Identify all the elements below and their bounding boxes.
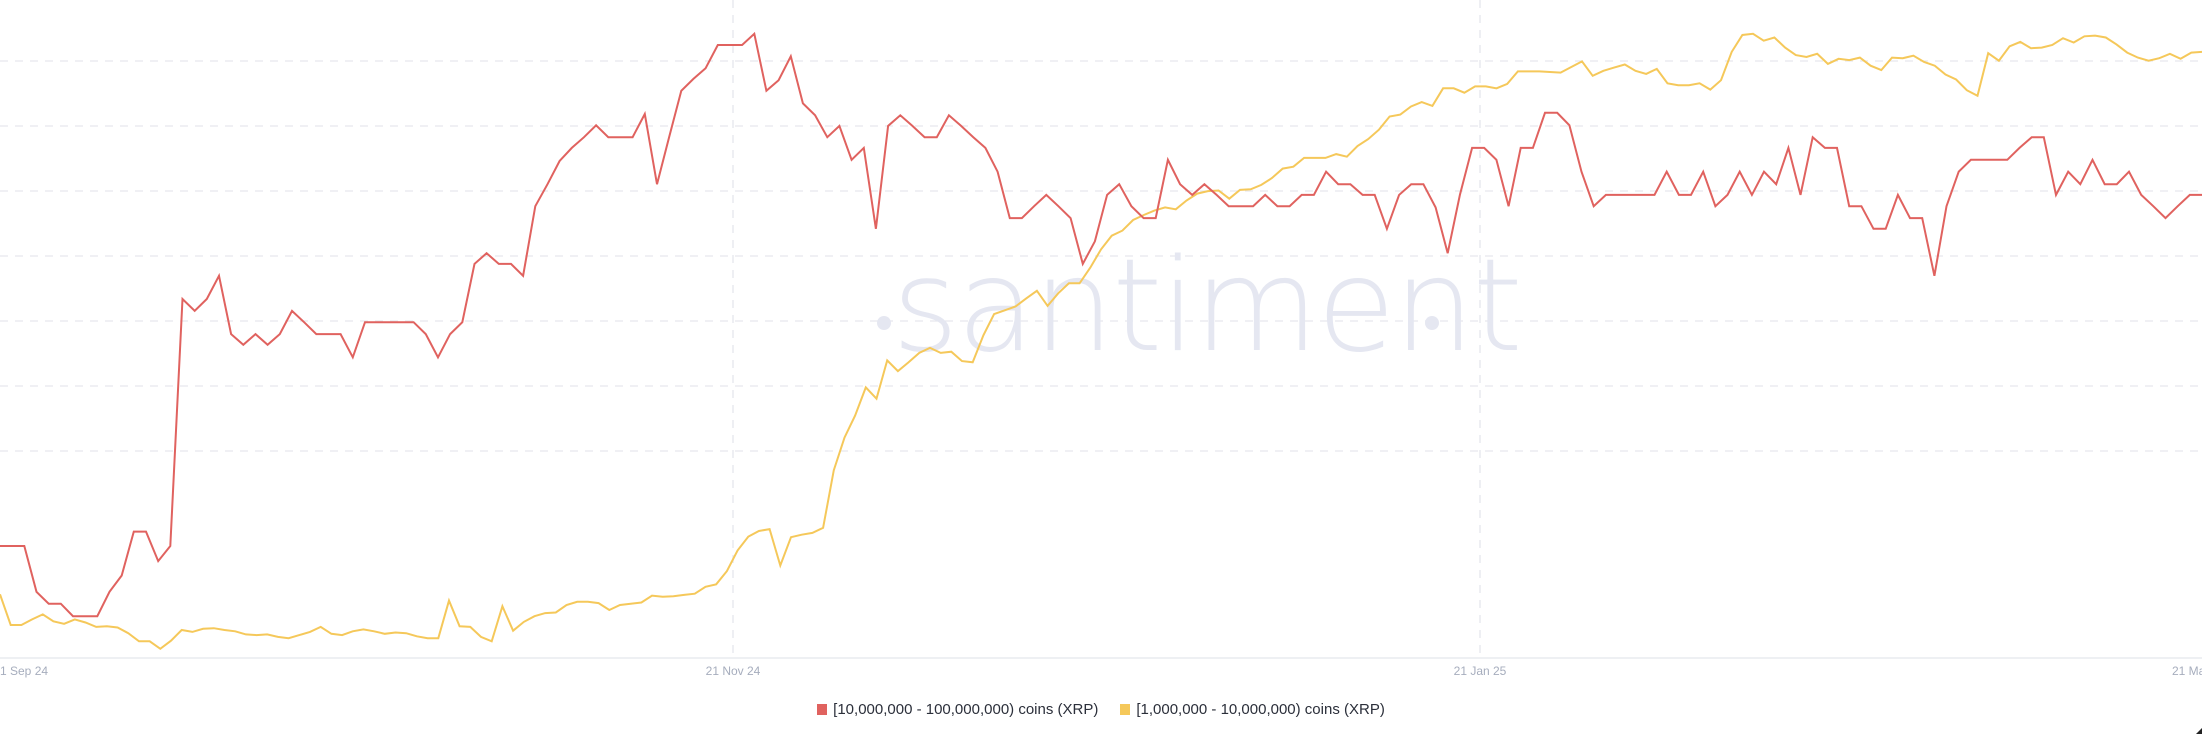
x-tick-label: 1 Sep 24 — [0, 664, 48, 678]
santiment-watermark: santiment — [877, 232, 1523, 381]
x-tick-label: 21 Nov 24 — [706, 664, 761, 678]
legend-label: [1,000,000 - 10,000,000) coins (XRP) — [1136, 701, 1385, 718]
legend-item-1m-10m[interactable]: [1,000,000 - 10,000,000) coins (XRP) — [1120, 701, 1385, 718]
legend-label: [10,000,000 - 100,000,000) coins (XRP) — [833, 701, 1099, 718]
watermark-dot-right — [1425, 316, 1439, 330]
series-line-10m-100m[interactable] — [0, 31, 2202, 618]
x-axis-ticks: 1 Sep 24 21 Nov 24 21 Jan 25 21 Ma — [0, 664, 2202, 678]
chart-legend: [10,000,000 - 100,000,000) coins (XRP) [… — [0, 701, 2202, 718]
legend-swatch-yellow — [1120, 704, 1131, 715]
watermark-dot-left — [877, 316, 891, 330]
series-lines — [0, 31, 2202, 651]
legend-swatch-red — [817, 704, 828, 715]
x-tick-label: 21 Jan 25 — [1454, 664, 1507, 678]
vertical-date-markers — [732, 0, 1481, 657]
legend-item-10m-100m[interactable]: [10,000,000 - 100,000,000) coins (XRP) — [817, 701, 1098, 718]
x-tick-label: 21 Ma — [2172, 664, 2202, 678]
gridlines — [0, 60, 2202, 452]
resize-corner-icon — [2196, 728, 2202, 734]
watermark-text: santiment — [892, 232, 1521, 381]
series-line-1m-10m[interactable] — [0, 32, 2202, 651]
